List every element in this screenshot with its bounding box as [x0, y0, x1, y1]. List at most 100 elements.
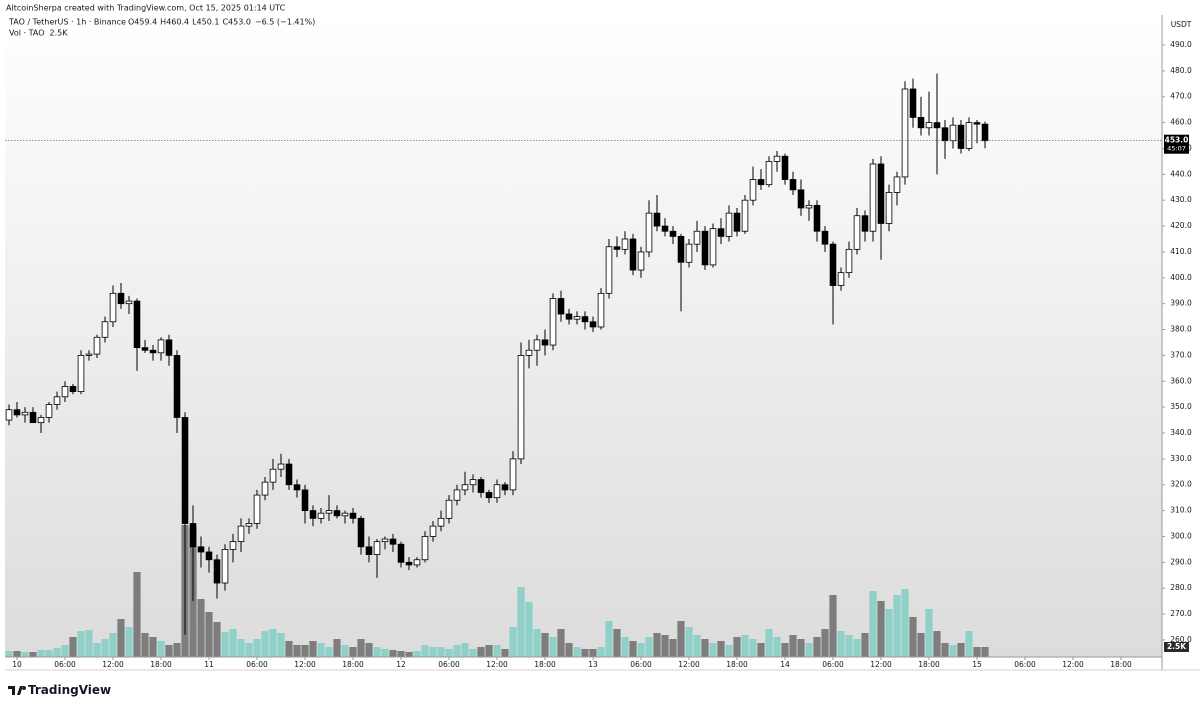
candle-body [133, 300, 141, 349]
countdown: 45:07 [1167, 145, 1186, 153]
volume-bar [717, 641, 725, 657]
volume-bar [941, 643, 949, 657]
volume-bar [773, 637, 781, 657]
candle-body [717, 228, 725, 237]
y-tick-label: 270.0 [1170, 609, 1192, 618]
volume-bar [821, 629, 829, 657]
volume-bar [933, 631, 941, 657]
volume-bar [317, 643, 325, 657]
y-tick-label: 410.0 [1170, 247, 1192, 256]
volume-bar [885, 609, 893, 657]
candle-body [965, 122, 973, 149]
volume-bar [869, 591, 877, 657]
volume-bar [245, 643, 253, 657]
currency-label: USDT [1171, 20, 1192, 29]
y-tick-label: 360.0 [1170, 376, 1192, 385]
volume-bar [533, 629, 541, 657]
candle-body [573, 316, 581, 320]
volume-bar [413, 651, 421, 657]
volume-bar [205, 612, 213, 657]
candle-body [701, 230, 709, 266]
volume-bar [485, 645, 493, 657]
volume-bar [365, 643, 373, 657]
ohlc-value: H460.4 [160, 18, 189, 27]
x-tick-label: 06:00 [1014, 660, 1036, 669]
y-tick-label: 400.0 [1170, 273, 1192, 282]
candle-body [117, 292, 125, 305]
candle-body [173, 354, 181, 418]
candle-body [533, 339, 541, 351]
candle-layer [5, 73, 989, 635]
x-tick-label: 06:00 [246, 660, 268, 669]
volume-bar [69, 637, 77, 657]
volume-bar [549, 637, 557, 657]
candle-body [781, 155, 789, 180]
volume-bar [789, 635, 797, 657]
candle-body [341, 512, 349, 517]
candle-body [653, 212, 661, 227]
volume-bar [541, 633, 549, 657]
x-tick-label: 18:00 [726, 660, 748, 669]
candle-body [909, 88, 917, 118]
volume-bar [669, 639, 677, 657]
volume-bar [197, 599, 205, 657]
volume-bar [653, 633, 661, 657]
volume-bar [405, 652, 413, 657]
candle-body [917, 117, 925, 129]
y-tick-label: 280.0 [1170, 583, 1192, 592]
candle-body [157, 339, 165, 354]
candle-body [805, 204, 813, 209]
candle-body [885, 192, 893, 224]
candle-body [213, 559, 221, 584]
volume-bar [645, 637, 653, 657]
volume-bar [517, 587, 525, 657]
candle-body [429, 525, 437, 537]
credit: AltcoinSherpa created with TradingView.c… [6, 4, 286, 13]
volume-bar [901, 589, 909, 657]
plot-background [5, 15, 1162, 657]
volume-bar [589, 649, 597, 657]
candle-body [309, 510, 317, 519]
ohlc-value: O459.4 [128, 18, 157, 27]
volume-bar [125, 627, 133, 657]
candle-body [381, 538, 389, 543]
x-tick-label: 14 [780, 660, 790, 669]
volume-legend-value: 2.5K [50, 29, 69, 38]
candle-body [757, 179, 765, 186]
x-tick-label: 12:00 [678, 660, 700, 669]
volume-bar [149, 637, 157, 657]
volume-bar [333, 639, 341, 657]
y-tick-label: 380.0 [1170, 325, 1192, 334]
candle-body [253, 494, 261, 524]
volume-bar [381, 649, 389, 657]
candle-body [301, 489, 309, 511]
volume-bar [573, 647, 581, 657]
volume-bar [629, 641, 637, 657]
y-tick-label: 370.0 [1170, 350, 1192, 359]
volume-bar [861, 633, 869, 657]
candle-body [981, 123, 989, 142]
volume-bar [237, 639, 245, 657]
volume-bar [469, 649, 477, 657]
volume-bar [621, 637, 629, 657]
x-tick-label: 13 [588, 660, 598, 669]
x-tick-label: 12:00 [102, 660, 124, 669]
candle-body [829, 243, 837, 286]
volume-bar [845, 635, 853, 657]
candle-body [125, 300, 133, 305]
volume-bar [309, 641, 317, 657]
volume-bar [565, 643, 573, 657]
volume-bar [837, 631, 845, 657]
candle-body [677, 236, 685, 263]
candle-body [37, 417, 45, 424]
y-tick-label: 300.0 [1170, 531, 1192, 540]
x-tick-label: 06:00 [630, 660, 652, 669]
candle-body [205, 551, 213, 561]
candle-body [109, 292, 117, 323]
y-tick-label: 310.0 [1170, 506, 1192, 515]
volume-bar [501, 649, 509, 657]
candle-body [693, 230, 701, 245]
volume-bar [733, 637, 741, 657]
